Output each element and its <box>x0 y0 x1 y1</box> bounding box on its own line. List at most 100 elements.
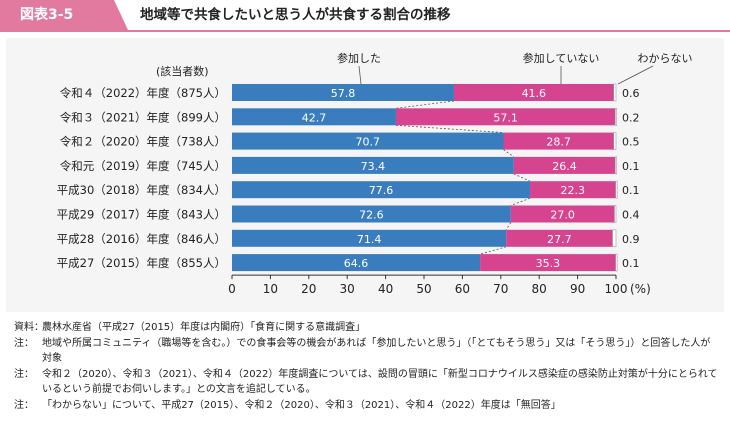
bar-participated <box>232 156 514 174</box>
category-label: 平成30（2018）年度（834人） <box>57 183 226 197</box>
x-tick-label: 10 <box>263 282 278 296</box>
bar-unknown <box>615 253 618 272</box>
bar-not-participated <box>503 132 614 150</box>
value-label-unknown: 0.5 <box>622 136 640 149</box>
connector-line <box>395 100 455 109</box>
value-label-participated: 64.6 <box>344 257 369 270</box>
category-label: 平成27（2015）年度（855人） <box>57 256 226 270</box>
figure-title: 地域等で共食したいと思う人が共食する割合の推移 <box>140 7 451 23</box>
note-3: 注： 「わからない」について、平成27（2015）、令和２（2020）、令和３（… <box>14 398 720 414</box>
note-text: 地域や所属コミュニティ（職場等を含む。）での食事会等の機会があれば「参加したいと… <box>42 337 711 365</box>
bar-participated <box>232 84 454 101</box>
connector-line <box>505 222 512 231</box>
value-label-unknown: 0.1 <box>622 184 640 197</box>
figure-number-badge: 図表3-5 <box>0 0 128 30</box>
note-label: 注： <box>14 337 34 349</box>
x-tick-label: 100 <box>605 282 628 296</box>
value-label-unknown: 0.6 <box>622 87 640 100</box>
note-2: 注： 令和２（2020）、令和３（2021）、令和４（2022）年度調査について… <box>14 367 720 398</box>
bar-unknown <box>614 205 617 223</box>
x-tick-label: 80 <box>532 282 547 296</box>
category-label: 令和３（2021）年度（899人） <box>60 110 226 124</box>
value-label-unknown: 0.9 <box>622 233 640 246</box>
value-label-unknown: 0.2 <box>622 111 640 124</box>
x-tick-label: 70 <box>493 282 508 296</box>
row-header: (該当者数) <box>156 64 209 78</box>
note-label: 注： <box>14 368 34 380</box>
legend-not-participated: 参加していない <box>523 51 600 65</box>
value-label-not-participated: 41.6 <box>522 87 547 100</box>
category-label: 令和２（2020）年度（738人） <box>60 135 226 149</box>
bar-participated <box>232 229 507 247</box>
bar-unknown <box>615 180 618 199</box>
value-label-not-participated: 28.7 <box>546 136 571 149</box>
note-source: 資料： 農林水産省（平成27（2015）年度は内閣府）「食育に関する意識調査」 <box>14 320 720 336</box>
figure-header: 図表3-5 地域等で共食したいと思う人が共食する割合の推移 <box>0 0 730 30</box>
category-label: 令和４（2022）年度（875人） <box>60 86 226 100</box>
bar-unknown <box>614 156 618 175</box>
value-label-participated: 73.4 <box>361 160 386 173</box>
notes-section: 資料： 農林水産省（平成27（2015）年度は内閣府）「食育に関する意識調査」 … <box>14 320 720 413</box>
bar-not-participated <box>395 108 616 126</box>
bar-not-participated <box>529 181 616 199</box>
header-divider <box>0 30 730 32</box>
bar-unknown <box>613 83 617 102</box>
bar-unknown <box>612 229 617 248</box>
bar-unknown <box>613 132 617 150</box>
value-label-unknown: 0.4 <box>622 209 640 222</box>
value-label-not-participated: 26.4 <box>552 160 577 173</box>
bar-participated <box>232 181 530 199</box>
bar-participated <box>232 132 504 150</box>
connector-line <box>479 246 507 255</box>
legend-participated: 参加した <box>337 51 381 65</box>
value-label-unknown: 0.1 <box>622 257 640 270</box>
legend-leader-unknown <box>617 65 654 85</box>
value-label-participated: 70.7 <box>355 136 380 149</box>
note-label: 資料： <box>14 322 44 333</box>
legend-unknown: わからない <box>638 52 693 65</box>
bar-participated <box>232 108 396 126</box>
connector-line <box>503 149 515 158</box>
connector-line <box>510 197 531 206</box>
value-label-not-participated: 22.3 <box>561 184 586 197</box>
value-label-participated: 57.8 <box>331 87 356 100</box>
bar-not-participated <box>510 205 615 223</box>
x-tick-label: 30 <box>340 282 355 296</box>
x-tick-label: 90 <box>570 282 585 296</box>
note-text: 農林水産省（平成27（2015）年度は内閣府）「食育に関する意識調査」 <box>42 322 366 333</box>
stacked-bar-chart: 参加した 参加していない わからない (該当者数) 令和４（2022）年度（875人） 5… <box>57 51 693 296</box>
connector-line <box>513 173 531 182</box>
value-label-not-participated: 35.3 <box>536 257 561 270</box>
x-tick-label: 40 <box>378 282 393 296</box>
note-text: 令和２（2020）、令和３（2021）、令和４（2022）年度調査については、設… <box>42 368 718 396</box>
value-label-participated: 77.6 <box>369 184 394 197</box>
value-label-participated: 42.7 <box>302 111 327 124</box>
value-label-participated: 71.4 <box>357 233 382 246</box>
note-1: 注： 地域や所属コミュニティ（職場等を含む。）での食事会等の機会があれば「参加し… <box>14 336 720 367</box>
legend-leader-participated <box>358 65 362 85</box>
bar-not-participated <box>513 156 616 174</box>
category-label: 令和元（2019）年度（745人） <box>60 159 226 173</box>
x-tick-label: 60 <box>455 282 470 296</box>
connector-line <box>395 124 504 133</box>
category-label: 平成29（2017）年度（843人） <box>57 208 226 222</box>
value-label-not-participated: 27.0 <box>550 209 575 222</box>
bar-unknown <box>614 108 618 126</box>
bar-participated <box>232 205 511 223</box>
value-label-not-participated: 57.1 <box>493 111 518 124</box>
x-tick-label: 20 <box>301 282 316 296</box>
value-label-participated: 72.6 <box>359 209 384 222</box>
x-tick-label: 0 <box>228 282 236 296</box>
bar-not-participated <box>506 229 613 247</box>
note-label: 注： <box>14 399 34 411</box>
note-text: 「わからない」について、平成27（2015）、令和２（2020）、令和３（202… <box>42 399 561 411</box>
bar-not-participated <box>453 84 614 101</box>
category-label: 平成28（2016）年度（846人） <box>57 232 226 246</box>
x-axis-unit: (%) <box>630 282 651 296</box>
bar-participated <box>232 254 481 272</box>
x-tick-label: 50 <box>416 282 431 296</box>
chart-panel: 参加した 参加していない わからない (該当者数) 令和４（2022）年度（875人） 5… <box>6 38 724 312</box>
bar-not-participated <box>480 254 616 272</box>
value-label-not-participated: 27.7 <box>547 233 572 246</box>
value-label-unknown: 0.1 <box>622 160 640 173</box>
